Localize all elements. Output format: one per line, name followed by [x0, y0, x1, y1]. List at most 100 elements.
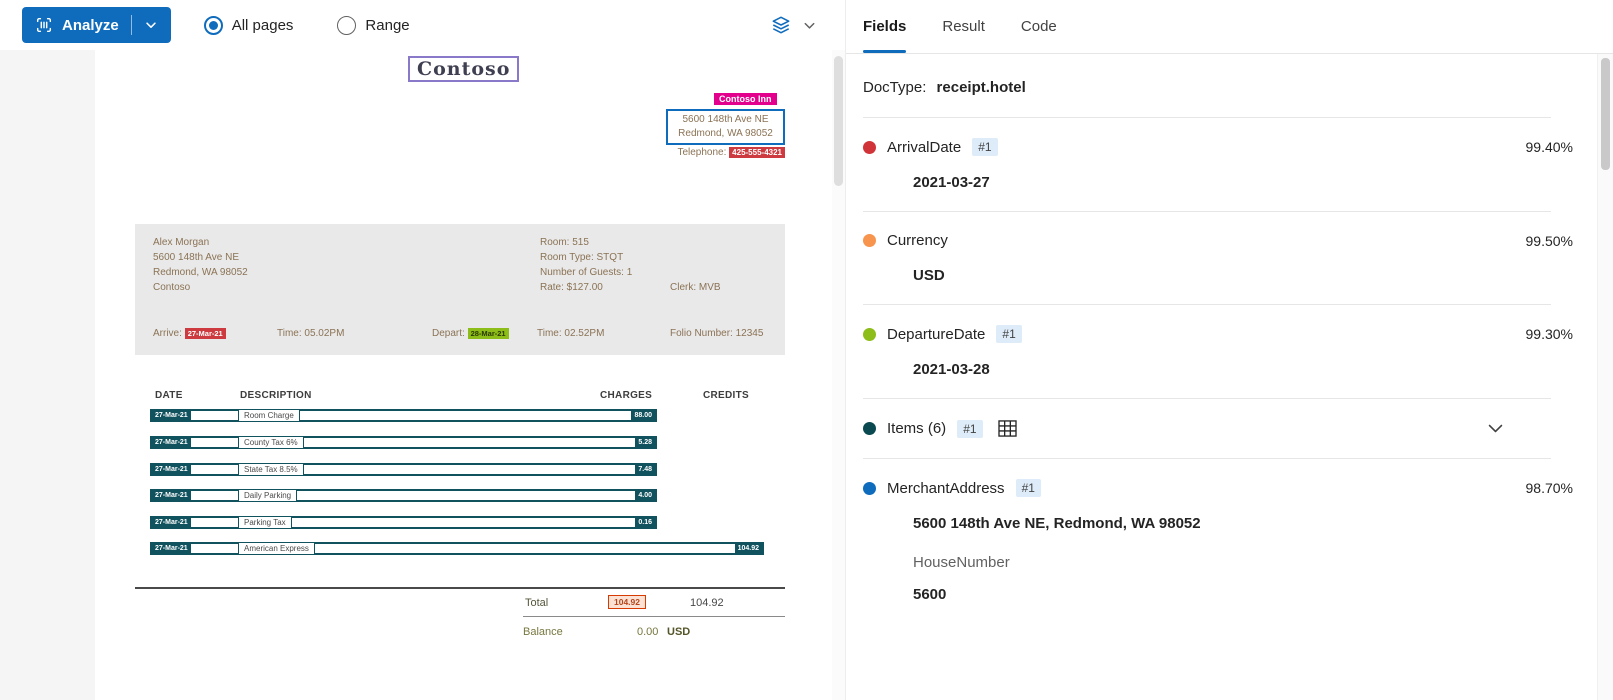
- balance-value: 0.00: [637, 626, 659, 638]
- arrive-row: Arrive: 27-Mar-21: [153, 328, 226, 339]
- field-value: 2021-03-27: [913, 174, 990, 191]
- item-amount-highlight[interactable]: 5.28: [635, 438, 655, 447]
- item-amount-highlight[interactable]: 4.00: [635, 491, 655, 500]
- item-row-highlight[interactable]: 27-Mar-21 Daily Parking 4.00: [150, 489, 657, 502]
- room-line: Room: 515: [540, 237, 589, 248]
- col-header-credits: CREDITS: [703, 390, 749, 401]
- telephone-label: Telephone:: [677, 147, 727, 158]
- document-panel: Analyze All pages Range: [0, 0, 845, 700]
- confidence-value: 99.30%: [1525, 326, 1573, 342]
- field-color-dot: [863, 422, 876, 435]
- item-amount-highlight[interactable]: 88.00: [631, 411, 655, 420]
- item-description-highlight[interactable]: Daily Parking: [238, 489, 298, 502]
- guests-line: Number of Guests: 1: [540, 267, 633, 278]
- arrival-date-highlight[interactable]: 27-Mar-21: [184, 328, 226, 339]
- merchant-logo-highlight[interactable]: Contoso: [408, 56, 520, 82]
- subfield-name: HouseNumber: [913, 554, 1010, 571]
- occurrence-badge: #1: [996, 325, 1022, 343]
- field-merchantaddress[interactable]: MerchantAddress #1 98.70% 5600 148th Ave…: [846, 459, 1613, 623]
- balance-separator: [523, 616, 785, 617]
- subfield-housenumber[interactable]: HouseNumber 5600: [913, 554, 1573, 603]
- toolbar: Analyze All pages Range: [0, 0, 845, 50]
- field-color-dot: [863, 327, 876, 341]
- telephone-row: Telephone: 425-555-4321: [643, 147, 785, 158]
- confidence-value: 99.50%: [1525, 232, 1573, 249]
- item-date-highlight[interactable]: 27-Mar-21: [152, 544, 191, 553]
- item-date-highlight[interactable]: 27-Mar-21: [152, 518, 191, 527]
- chevron-down-icon[interactable]: [802, 18, 817, 33]
- field-header: ArrivalDate #1 99.40%: [863, 138, 1573, 156]
- chevron-down-icon[interactable]: [1486, 419, 1505, 438]
- range-label: Range: [365, 16, 410, 34]
- divider: [863, 211, 1551, 212]
- item-row-highlight[interactable]: 27-Mar-21 County Tax 6% 5.28: [150, 436, 657, 449]
- item-row-highlight[interactable]: 27-Mar-21 State Tax 8.5% 7.48: [150, 463, 657, 476]
- item-date-highlight[interactable]: 27-Mar-21: [152, 465, 191, 474]
- field-value: 2021-03-28: [913, 361, 990, 378]
- divider: [863, 398, 1551, 399]
- field-header: DepartureDate #1 99.30%: [863, 325, 1573, 343]
- fields-scrollbar[interactable]: [1597, 54, 1613, 700]
- document-scrollbar[interactable]: [832, 50, 845, 700]
- subfield-value: 5600: [913, 586, 947, 603]
- item-description-highlight[interactable]: Room Charge: [238, 409, 300, 422]
- field-header: MerchantAddress #1 98.70%: [863, 479, 1573, 497]
- doctype-label: DocType:: [863, 79, 927, 96]
- depart-label: Depart:: [432, 328, 465, 339]
- item-date-highlight[interactable]: 27-Mar-21: [152, 491, 191, 500]
- document-scrollbar-thumb[interactable]: [834, 56, 843, 186]
- layers-icon[interactable]: [770, 14, 792, 36]
- tab-result[interactable]: Result: [942, 18, 985, 35]
- merchant-address-line1: 5600 148th Ave NE: [682, 114, 769, 125]
- item-date-highlight[interactable]: 27-Mar-21: [152, 411, 191, 420]
- field-color-dot: [863, 140, 876, 154]
- tab-bar: Fields Result Code: [846, 0, 1613, 54]
- item-amount-highlight[interactable]: 0.16: [635, 518, 655, 527]
- item-description-highlight[interactable]: State Tax 8.5%: [238, 463, 304, 476]
- item-description-highlight[interactable]: County Tax 6%: [238, 436, 304, 449]
- field-name: DepartureDate: [887, 325, 986, 343]
- button-divider: [130, 15, 132, 35]
- range-radio[interactable]: Range: [337, 15, 410, 35]
- chevron-down-icon[interactable]: [144, 18, 158, 32]
- balance-currency: USD: [667, 626, 691, 638]
- field-items[interactable]: Items (6) #1: [846, 399, 1613, 458]
- item-row-highlight[interactable]: 27-Mar-21 Room Charge 88.00: [150, 409, 657, 422]
- tab-fields[interactable]: Fields: [863, 0, 907, 53]
- divider: [863, 117, 1551, 118]
- table-icon: [997, 420, 1017, 437]
- folio-line: Folio Number: 12345: [670, 328, 764, 339]
- all-pages-radio[interactable]: All pages: [203, 15, 294, 35]
- item-date-highlight[interactable]: 27-Mar-21: [152, 438, 191, 447]
- total-highlight[interactable]: 104.92: [608, 595, 646, 609]
- item-description-highlight[interactable]: Parking Tax: [238, 516, 292, 529]
- field-departuredate[interactable]: DepartureDate #1 99.30% 2021-03-28: [846, 305, 1613, 398]
- item-amount-highlight[interactable]: 104.92: [734, 544, 762, 553]
- guest-info-box: Alex Morgan 5600 148th Ave NE Redmond, W…: [135, 224, 785, 355]
- occurrence-badge: #1: [1015, 479, 1041, 497]
- merchant-address-line2: Redmond, WA 98052: [678, 128, 773, 139]
- arrive-time: Time: 05.02PM: [277, 328, 345, 339]
- merchant-address-highlight[interactable]: 5600 148th Ave NE Redmond, WA 98052: [666, 109, 785, 145]
- all-pages-label: All pages: [231, 16, 294, 34]
- telephone-highlight[interactable]: 425-555-4321: [729, 147, 785, 158]
- item-row-highlight[interactable]: 27-Mar-21 American Express 104.92: [150, 542, 764, 555]
- guest-company: Contoso: [153, 282, 191, 293]
- item-row-highlight[interactable]: 27-Mar-21 Parking Tax 0.16: [150, 516, 657, 529]
- analyze-button[interactable]: Analyze: [22, 7, 171, 43]
- merchant-name-highlight[interactable]: Contoso Inn: [714, 93, 777, 105]
- field-header: Items (6) #1: [863, 419, 1573, 438]
- field-currency[interactable]: Currency 99.50% USD: [846, 212, 1613, 304]
- tab-code[interactable]: Code: [1020, 18, 1057, 35]
- departure-date-highlight[interactable]: 28-Mar-21: [467, 328, 509, 339]
- item-description-highlight[interactable]: American Express: [238, 542, 315, 555]
- depart-time: Time: 02.52PM: [537, 328, 605, 339]
- field-arrivaldate[interactable]: ArrivalDate #1 99.40% 2021-03-27: [846, 118, 1613, 211]
- item-amount-highlight[interactable]: 7.48: [635, 465, 655, 474]
- document-viewer[interactable]: Contoso Contoso Inn 5600 148th Ave NE Re…: [0, 50, 845, 700]
- confidence-value: 98.70%: [1525, 480, 1573, 496]
- analyze-scan-icon: [35, 16, 53, 34]
- field-color-dot: [863, 234, 876, 247]
- fields-scrollbar-thumb[interactable]: [1601, 58, 1610, 170]
- field-name: MerchantAddress: [887, 479, 1005, 497]
